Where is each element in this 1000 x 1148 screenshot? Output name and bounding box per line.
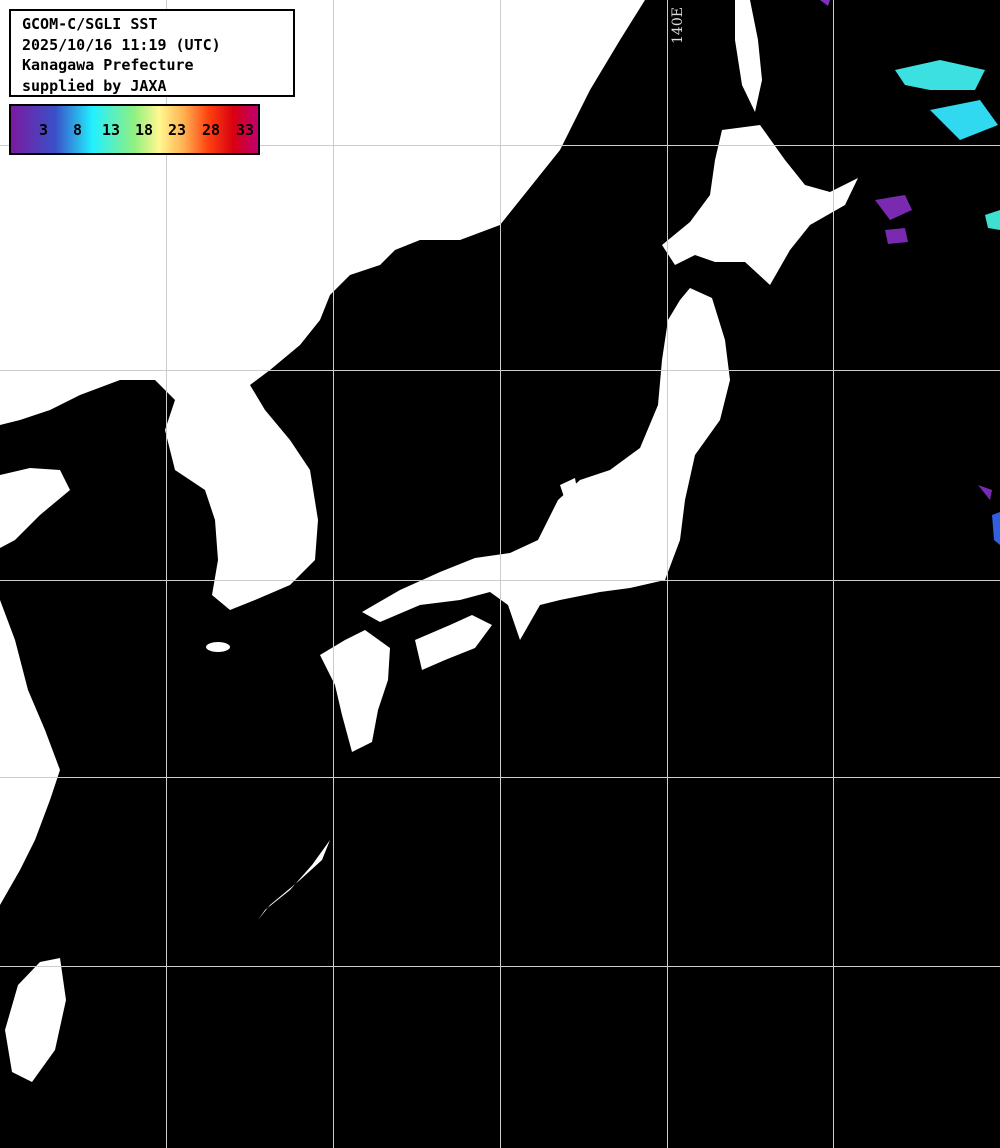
- lat-label-40n: 40N: [10, 352, 41, 368]
- scale-tick: 13: [102, 121, 121, 139]
- sado: [560, 478, 578, 500]
- region-name: Kanagawa Prefecture: [22, 56, 194, 74]
- scale-tick: 8: [73, 121, 83, 139]
- hokkaido: [662, 125, 858, 285]
- credit: supplied by JAXA: [22, 76, 167, 95]
- title-box: GCOM-C/SGLI SST 2025/10/16 11:19 (UTC) K…: [9, 9, 295, 97]
- color-scale-bar: 3 8 13 18 23 28 33: [9, 104, 260, 155]
- lat-label-30n: 30N: [12, 759, 43, 775]
- land: [0, 0, 858, 1082]
- scale-tick: 23: [168, 121, 187, 139]
- jeju: [206, 642, 230, 652]
- kyushu: [320, 630, 390, 752]
- ryukyu-islands: [258, 840, 330, 920]
- scale-tick: 33: [236, 121, 255, 139]
- product-name: GCOM-C/SGLI SST: [22, 15, 158, 33]
- shikoku: [415, 615, 492, 670]
- timestamp: 2025/10/16 11:19 (UTC): [22, 35, 221, 54]
- scale-tick: 3: [39, 121, 49, 139]
- honshu: [362, 288, 730, 640]
- sst-patches: [820, 0, 1000, 545]
- scale-tick: 28: [202, 121, 221, 139]
- sakhalin: [735, 0, 762, 112]
- lon-label-140e: 140E: [670, 7, 686, 44]
- taiwan: [5, 958, 66, 1082]
- scale-tick: 18: [135, 121, 154, 139]
- shandong: [0, 468, 70, 548]
- china-east-coast: [0, 600, 60, 905]
